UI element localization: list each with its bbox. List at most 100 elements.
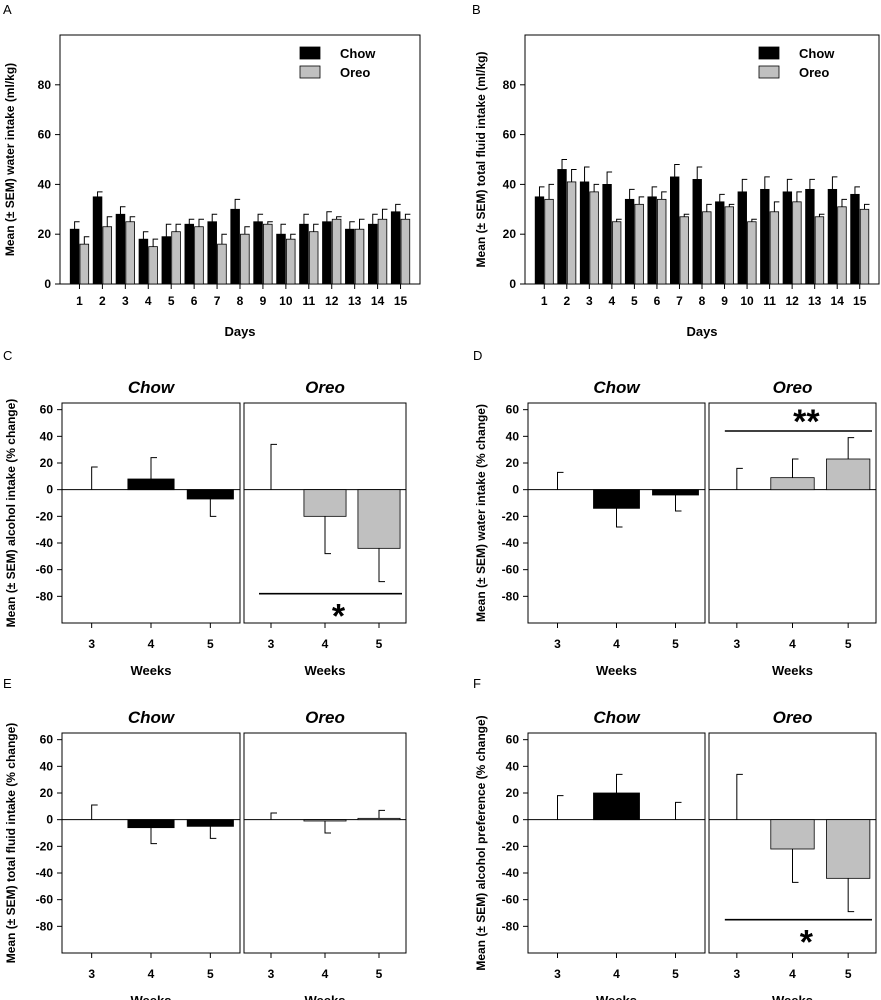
panel-d-ytick-label: 60 — [506, 403, 520, 417]
panel-a-bar-chow-day-8 — [230, 208, 240, 285]
panel-c-ylabel: Mean (± SEM) alcohol intake (% change) — [4, 399, 18, 628]
panel-b-errorbar-chow-day-3 — [584, 166, 590, 182]
panel-c-oreo-xtick-label: 3 — [268, 637, 275, 651]
panel-a-bar-chow-day-2 — [92, 196, 103, 285]
panel-c-ytick-label: 0 — [46, 483, 53, 497]
panel-d-errorbar-chow-week-5 — [675, 495, 682, 512]
panel-b-errorbar-oreo-day-1 — [548, 183, 555, 200]
panel-b-bar-chow-day-8 — [692, 179, 702, 285]
panel-a-legend-swatch-oreo — [299, 65, 321, 79]
panel-f-errorbar-oreo-week-3 — [736, 773, 743, 820]
panel-d-oreo-xtick-label: 3 — [733, 637, 740, 651]
panel-b-xtick-label: 12 — [785, 294, 799, 308]
panel-b-bar-chow-day-7 — [670, 176, 680, 285]
panel-e-oreo-xtick-label: 3 — [268, 967, 275, 981]
panel-e-ytick-label: 60 — [40, 733, 54, 747]
panel-b-xtick-label: 6 — [654, 294, 661, 308]
panel-a-errorbar-oreo-day-9 — [267, 221, 273, 225]
panel-b-bar-chow-day-12 — [782, 191, 793, 285]
panel-a-xtick-label: 2 — [99, 294, 106, 308]
panel-d-errorbar-chow-week-4 — [616, 508, 623, 528]
panel-b-errorbar-chow-day-8 — [696, 166, 703, 180]
panel-a-xtick-label: 5 — [168, 294, 175, 308]
panel-c-ytick-label: -40 — [36, 536, 54, 550]
panel-b-xtick-label: 1 — [541, 294, 548, 308]
panel-e-chow-xtick-label: 4 — [148, 967, 155, 981]
panel-a-errorbar-oreo-day-2 — [106, 216, 113, 227]
panel-e-oreo-xtick-label: 5 — [376, 967, 383, 981]
panel-a-errorbar-oreo-day-5 — [175, 223, 182, 232]
panel-b-bar-chow-day-5 — [624, 198, 635, 285]
panel-b-bar-oreo-day-1 — [544, 198, 554, 285]
panel-c-xlabel-chow: Weeks — [131, 663, 172, 678]
panel-c-oreo-xtick-label: 4 — [322, 637, 329, 651]
panel-a-xtick-label: 4 — [145, 294, 152, 308]
panel-e-group-title-chow: Chow — [128, 708, 176, 727]
panel-c-letter: C — [3, 348, 12, 363]
panel-e-ytick-label: -20 — [36, 839, 54, 853]
panel-a-bar-chow-day-7 — [207, 221, 217, 285]
panel-d-bar-oreo-week-4 — [770, 477, 815, 491]
panel-b-errorbar-oreo-day-8 — [706, 203, 712, 212]
panel-b-errorbar-chow-day-14 — [831, 176, 838, 190]
panel-d-group-title-chow: Chow — [593, 378, 641, 397]
panel-d-errorbar-oreo-week-5 — [847, 437, 855, 459]
panel-f-frame-chow — [527, 732, 706, 954]
panel-f-group-title-chow: Chow — [593, 708, 641, 727]
panel-c-chow-xtick-label: 4 — [148, 637, 155, 651]
panel-f-ytick-label: 60 — [506, 733, 520, 747]
panel-f-oreo-xtick-label: 5 — [845, 967, 852, 981]
panel-a-bar-oreo-day-9 — [263, 223, 273, 285]
panel-e-chow-xtick-label: 3 — [88, 967, 95, 981]
panel-a-xtick-label: 13 — [348, 294, 362, 308]
panel-c-errorbar-chow-week-4 — [150, 457, 157, 479]
panel-a-ytick-label: 0 — [44, 277, 51, 291]
panel-b-errorbar-chow-day-1 — [538, 186, 545, 197]
panel-a-legend-label-chow: Chow — [340, 46, 376, 61]
panel-a-xtick-label: 3 — [122, 294, 129, 308]
panel-c-ytick-label: -60 — [36, 563, 54, 577]
panel-f-oreo-xtick-label: 4 — [789, 967, 796, 981]
panel-a-bar-chow-day-11 — [299, 223, 309, 285]
panel-b-xtick-label: 13 — [808, 294, 822, 308]
panel-e-ytick-label: 20 — [40, 786, 54, 800]
panel-b-letter: B — [472, 2, 481, 17]
panel-b-bar-oreo-day-4 — [611, 221, 622, 285]
panel-d-ytick-label: -80 — [502, 589, 520, 603]
panel-b-bar-chow-day-1 — [534, 196, 545, 285]
panel-b-errorbar-oreo-day-12 — [796, 191, 802, 202]
panel-a-errorbar-chow-day-2 — [97, 191, 103, 197]
panel-b-bar-oreo-day-8 — [702, 211, 712, 285]
panel-a-bar-oreo-day-3 — [125, 221, 135, 285]
panel-b-xtick-label: 5 — [631, 294, 638, 308]
panel-b-errorbar-chow-day-13 — [809, 178, 815, 190]
panel-a-errorbar-chow-day-15 — [395, 203, 401, 212]
panel-d-errorbar-oreo-week-4 — [792, 458, 799, 478]
panel-e-ytick-label: -60 — [36, 893, 54, 907]
panel-a-xtick-label: 9 — [260, 294, 267, 308]
panel-f-ytick-label: 40 — [506, 759, 520, 773]
panel-f-ylabel: Mean (± SEM) alcohol preference (% chang… — [474, 715, 488, 970]
panel-d-chow-xtick-label: 4 — [613, 637, 620, 651]
panel-e-ytick-label: 40 — [40, 759, 54, 773]
panel-a-legend-swatch-chow — [299, 46, 321, 60]
panel-a-ytick-label: 40 — [38, 177, 52, 191]
panel-a-bar-chow-day-3 — [115, 213, 126, 285]
panel-a-errorbar-oreo-day-4 — [152, 238, 159, 247]
panel-b-xtick-label: 2 — [563, 294, 570, 308]
panel-b-errorbar-oreo-day-13 — [818, 213, 825, 217]
panel-e-errorbar-oreo-week-5 — [378, 809, 385, 819]
panel-f-errorbar-oreo-week-4 — [792, 849, 799, 883]
panel-e-bar-oreo-week-4 — [303, 819, 347, 822]
panel-a-bar-chow-day-9 — [253, 221, 263, 285]
panel-f-errorbar-chow-week-4 — [616, 773, 623, 793]
panel-b-legend-label-chow: Chow — [799, 46, 835, 61]
panel-c-ytick-label: 40 — [40, 429, 54, 443]
panel-a-errorbar-chow-day-8 — [234, 198, 241, 210]
panel-b-bar-oreo-day-9 — [724, 206, 734, 285]
panel-b-errorbar-chow-day-15 — [854, 186, 860, 195]
panel-b-errorbar-oreo-day-4 — [616, 218, 622, 222]
panel-b-errorbar-chow-day-11 — [764, 176, 770, 190]
panel-a-bar-chow-day-10 — [276, 233, 286, 285]
